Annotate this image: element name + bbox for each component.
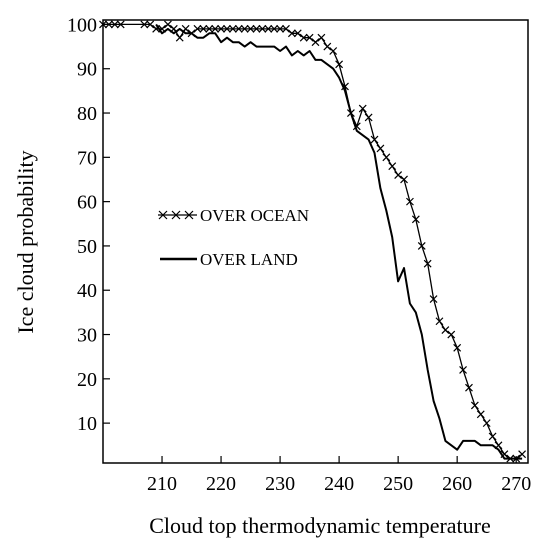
data-point-marker bbox=[104, 20, 113, 29]
data-point-marker bbox=[429, 295, 438, 304]
data-point-marker bbox=[258, 24, 267, 33]
data-point-marker bbox=[411, 215, 420, 224]
data-point-marker bbox=[116, 20, 125, 29]
y-tick-label: 70 bbox=[77, 147, 97, 169]
legend-label: OVER LAND bbox=[200, 250, 298, 269]
data-point-marker bbox=[482, 419, 491, 428]
data-point-marker bbox=[234, 24, 243, 33]
data-point-marker bbox=[423, 259, 432, 268]
data-point-marker bbox=[447, 330, 456, 339]
data-point-marker bbox=[211, 24, 220, 33]
data-point-marker bbox=[470, 401, 479, 410]
data-point-marker bbox=[323, 42, 332, 51]
data-point-marker bbox=[358, 104, 367, 113]
y-tick-label: 80 bbox=[77, 103, 97, 125]
data-point-marker bbox=[299, 33, 308, 42]
data-point-marker bbox=[99, 20, 107, 29]
data-point-marker bbox=[459, 366, 467, 374]
data-point-marker bbox=[435, 317, 444, 326]
y-tick-label: 50 bbox=[77, 236, 97, 258]
data-point-marker bbox=[370, 135, 379, 144]
data-point-marker bbox=[282, 24, 290, 33]
data-point-marker bbox=[252, 24, 261, 33]
data-point-marker bbox=[193, 24, 202, 33]
data-point-marker bbox=[441, 326, 450, 335]
data-point-marker bbox=[488, 432, 497, 441]
y-tick-label: 10 bbox=[77, 413, 97, 435]
x-tick-label: 250 bbox=[383, 473, 413, 495]
data-point-marker bbox=[217, 24, 225, 33]
data-point-marker bbox=[223, 24, 231, 33]
data-point-marker bbox=[164, 20, 172, 29]
data-point-marker bbox=[264, 24, 273, 33]
data-point-marker bbox=[199, 24, 208, 33]
data-point-marker bbox=[364, 113, 373, 122]
y-tick-label: 40 bbox=[77, 280, 97, 302]
data-point-marker bbox=[465, 383, 473, 392]
data-point-marker bbox=[110, 20, 119, 29]
legend-marker bbox=[171, 210, 181, 220]
data-point-marker bbox=[394, 171, 403, 179]
data-point-marker bbox=[382, 153, 391, 162]
legend-label: OVER OCEAN bbox=[200, 206, 309, 225]
x-tick-label: 230 bbox=[265, 473, 295, 495]
x-tick-label: 240 bbox=[324, 473, 354, 495]
data-point-marker bbox=[388, 162, 397, 171]
data-point-marker bbox=[228, 24, 237, 33]
y-tick-label: 100 bbox=[67, 14, 97, 36]
legend-marker bbox=[184, 210, 194, 220]
series-over-ocean bbox=[99, 20, 527, 463]
series-line bbox=[155, 23, 523, 460]
data-point-marker bbox=[406, 197, 414, 206]
x-axis-label: Cloud top thermodynamic temperature bbox=[149, 513, 491, 538]
data-point-marker bbox=[400, 175, 408, 184]
x-tick-label: 270 bbox=[501, 473, 531, 495]
x-tick-label: 220 bbox=[206, 473, 236, 495]
data-point-marker bbox=[317, 33, 326, 42]
data-point-marker bbox=[329, 47, 338, 55]
legend-marker bbox=[158, 210, 168, 220]
legend: OVER OCEAN OVER LAND bbox=[158, 206, 309, 269]
data-point-marker bbox=[140, 20, 149, 29]
data-point-marker bbox=[311, 38, 320, 47]
y-tick-label: 60 bbox=[77, 192, 97, 214]
data-point-marker bbox=[518, 450, 527, 459]
x-tick-label: 210 bbox=[147, 473, 177, 495]
data-point-marker bbox=[146, 20, 155, 29]
data-point-marker bbox=[205, 24, 214, 33]
data-point-marker bbox=[175, 33, 184, 42]
series-layer bbox=[99, 20, 527, 463]
data-point-marker bbox=[270, 24, 279, 33]
series-over-land bbox=[155, 23, 523, 460]
plot-frame bbox=[102, 19, 529, 464]
data-point-marker bbox=[240, 24, 249, 33]
data-point-marker bbox=[293, 29, 302, 38]
data-point-marker bbox=[417, 242, 426, 250]
y-axis-label: Ice cloud probability bbox=[13, 150, 38, 333]
data-point-marker bbox=[376, 144, 385, 153]
x-tick-label: 260 bbox=[442, 473, 472, 495]
data-point-marker bbox=[335, 60, 344, 69]
y-tick-label: 90 bbox=[77, 59, 97, 81]
data-point-marker bbox=[453, 343, 462, 352]
series-line bbox=[103, 23, 523, 460]
y-tick-label: 30 bbox=[77, 325, 97, 347]
data-point-marker bbox=[305, 33, 314, 42]
data-point-marker bbox=[276, 24, 285, 33]
y-tick-label: 20 bbox=[77, 369, 97, 391]
data-point-marker bbox=[246, 24, 255, 33]
data-point-marker bbox=[476, 410, 485, 419]
ticks-layer: 210 220 230 240 250 260 270 10 20 30 40 50 60 70 80 90 1… bbox=[67, 14, 531, 495]
data-point-marker bbox=[287, 29, 296, 38]
